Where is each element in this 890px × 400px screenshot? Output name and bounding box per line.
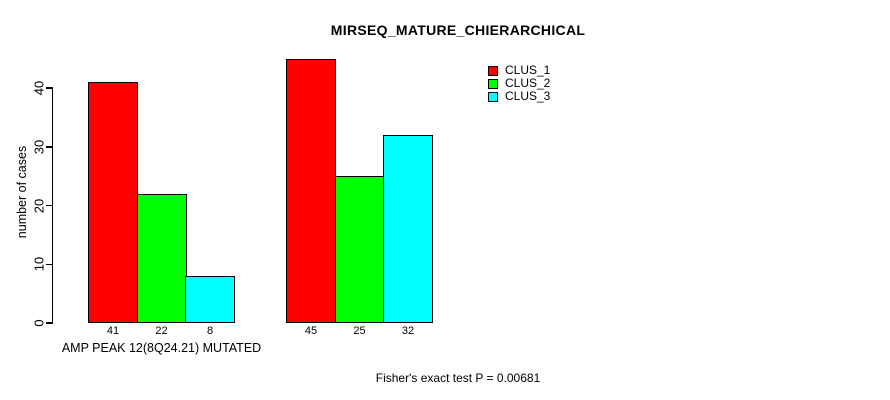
bar-clus_1-group1: [88, 82, 138, 323]
bar-value-label: 41: [106, 325, 120, 337]
y-axis-label: number of cases: [15, 145, 29, 239]
legend-item: CLUS_3: [488, 90, 550, 103]
bar-clus_1-group2: [286, 58, 336, 323]
y-tick-label: 30: [31, 139, 47, 154]
legend-color-swatch: [488, 65, 498, 76]
y-tick-mark: [46, 263, 53, 265]
bar-value-label: 32: [401, 325, 415, 337]
legend-color-swatch: [488, 91, 498, 102]
legend-item-label: CLUS_2: [505, 76, 551, 90]
chart-title: MIRSEQ_MATURE_CHIERARCHICAL: [330, 22, 586, 38]
legend-item-label: CLUS_3: [505, 89, 551, 103]
bar-value-label: 25: [353, 325, 366, 337]
legend-item: CLUS_1: [488, 64, 550, 77]
y-tick-mark: [46, 146, 53, 148]
fisher-test-annotation: Fisher's exact test P = 0.00681: [375, 371, 541, 385]
y-tick-mark: [46, 87, 53, 89]
bar-value-label: 22: [155, 325, 168, 337]
bar-value-label: 45: [304, 325, 318, 337]
bar-clus_2-group1: [136, 193, 187, 323]
legend-color-swatch: [488, 78, 498, 89]
y-tick-mark: [46, 322, 53, 324]
x-category-label: AMP PEAK 12(8Q24.21) MUTATED: [61, 341, 262, 355]
bar-clus_2-group2: [334, 176, 385, 323]
legend-item: CLUS_2: [488, 77, 550, 90]
bar-clus_3-group1: [185, 276, 235, 323]
y-tick-label: 40: [31, 80, 47, 96]
y-tick-label: 10: [31, 257, 47, 272]
y-tick-mark: [46, 204, 53, 207]
bar-clus_3-group2: [383, 135, 433, 323]
legend: CLUS_1 CLUS_2 CLUS_3: [488, 64, 550, 103]
bar-value-label: 8: [206, 325, 214, 337]
y-tick-label: 0: [31, 319, 47, 327]
legend-item-label: CLUS_1: [505, 63, 551, 77]
y-tick-label: 20: [31, 198, 47, 213]
